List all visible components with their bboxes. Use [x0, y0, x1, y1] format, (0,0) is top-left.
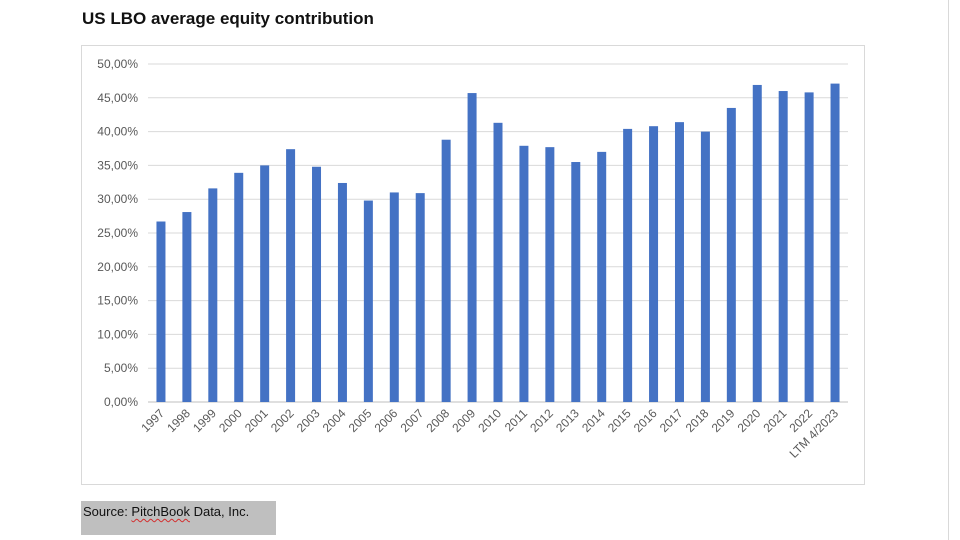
- bar: [493, 122, 503, 402]
- x-tick-label: 1999: [190, 406, 219, 435]
- bar: [778, 91, 788, 402]
- bar: [260, 165, 270, 402]
- y-tick-label: 20,00%: [97, 260, 138, 274]
- x-tick-label: 2014: [579, 406, 608, 435]
- y-tick-label: 10,00%: [97, 327, 138, 341]
- x-tick-label: 2000: [216, 406, 245, 435]
- source-text: Source: PitchBook Data, Inc.: [83, 504, 249, 519]
- y-tick-label: 50,00%: [97, 57, 138, 71]
- bar: [337, 182, 347, 402]
- x-tick-label: 2012: [527, 406, 556, 435]
- x-tick-label: 2003: [294, 406, 323, 435]
- y-tick-label: 25,00%: [97, 226, 138, 240]
- bar: [700, 131, 710, 402]
- bar: [467, 93, 477, 403]
- chart-area: 0,00% 5,00% 10,00% 15,00% 20,00% 25,00% 30,00%…: [81, 45, 865, 485]
- x-tick-label: 2020: [735, 406, 764, 435]
- source-suffix: Data, Inc.: [189, 504, 250, 519]
- bar: [156, 221, 166, 402]
- bar: [752, 84, 762, 403]
- bar-chart: 0,00% 5,00% 10,00% 15,00% 20,00% 25,00% 30,00%…: [97, 57, 848, 461]
- x-tick-label: 2008: [423, 406, 452, 435]
- x-tick-label: 2018: [683, 406, 712, 435]
- x-tick-label: 1998: [164, 406, 193, 435]
- bar: [182, 212, 192, 402]
- source-note: Source: PitchBook Data, Inc.: [81, 501, 276, 535]
- bar: [389, 192, 399, 402]
- x-tick-label: 2005: [346, 406, 375, 435]
- bar: [441, 139, 451, 402]
- bar: [545, 147, 555, 402]
- y-tick-label: 5,00%: [104, 361, 138, 375]
- x-tick-label: 2021: [761, 406, 790, 435]
- bar: [571, 162, 581, 402]
- bar: [597, 151, 607, 402]
- x-tick-label: 2006: [372, 406, 401, 435]
- bar: [830, 83, 840, 402]
- y-tick-label: 45,00%: [97, 91, 138, 105]
- bar: [674, 122, 684, 403]
- page-edge-divider: [948, 0, 949, 540]
- chart-title: US LBO average equity contribution: [82, 9, 374, 28]
- x-tick-label: 2017: [657, 406, 686, 435]
- x-tick-label: 1997: [138, 406, 167, 435]
- x-tick-label: 2010: [475, 406, 504, 435]
- x-tick-label: 2013: [553, 406, 582, 435]
- bar: [415, 193, 425, 402]
- y-tick-label: 30,00%: [97, 192, 138, 206]
- source-name: PitchBook: [131, 504, 190, 519]
- x-tick-label: 2009: [449, 406, 478, 435]
- x-tick-label: 2007: [398, 406, 427, 435]
- bar: [208, 188, 218, 402]
- bar: [312, 166, 322, 402]
- y-tick-label: 0,00%: [104, 395, 138, 409]
- x-tick-label: 2001: [242, 406, 271, 435]
- bar: [519, 145, 529, 402]
- bar: [363, 200, 373, 402]
- bar: [234, 172, 244, 402]
- x-tick-label: 2011: [502, 406, 530, 434]
- bar: [623, 128, 633, 402]
- y-tick-label: 40,00%: [97, 125, 138, 139]
- x-tick-label: 2002: [268, 406, 297, 435]
- x-tick-label: 2015: [605, 406, 634, 435]
- bar: [726, 107, 736, 402]
- x-tick-label: 2004: [320, 406, 349, 435]
- bar: [804, 92, 814, 402]
- y-tick-label: 35,00%: [97, 158, 138, 172]
- source-prefix: Source:: [83, 504, 132, 519]
- bar: [286, 149, 296, 402]
- bar: [649, 126, 659, 402]
- y-tick-label: 15,00%: [97, 294, 138, 308]
- x-tick-label: 2016: [631, 406, 660, 435]
- x-tick-label: 2019: [709, 406, 738, 435]
